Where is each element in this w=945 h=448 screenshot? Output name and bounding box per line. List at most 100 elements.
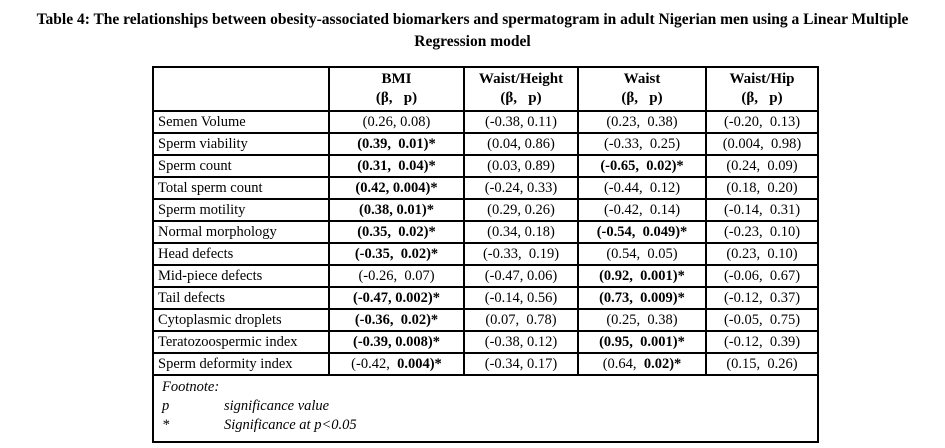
- table-caption: Table 4: The relationships between obesi…: [36, 11, 909, 51]
- row-label: Sperm motility: [152, 198, 330, 222]
- value-cell: (-0.14, 0.31): [705, 198, 819, 222]
- value-text: (-0.14, 0.31): [723, 201, 801, 218]
- table-body: Semen Volume (0.26, 0.08) (-0.38, 0.11) (0.…: [152, 110, 819, 376]
- value-cell: (0.29, 0.26): [463, 198, 579, 222]
- value-cell: (0.39, 0.01)*: [328, 132, 465, 156]
- significant-value-text: (0.39, 0.01)*: [357, 135, 436, 152]
- value-cell: (0.23, 0.38): [577, 110, 707, 134]
- row-label: Sperm viability: [152, 132, 330, 156]
- significant-value-text: (-0.36, 0.02)*: [354, 311, 439, 328]
- header-col-label: Waist/Hip: [729, 71, 795, 88]
- value-cell: (0.35, 0.02)*: [328, 220, 465, 244]
- value-cell: (-0.38, 0.11): [463, 110, 579, 134]
- value-cell: (-0.44, 0.12): [577, 176, 707, 200]
- value-text: (0.23, 0.10): [726, 245, 798, 262]
- value-cell: (-0.26, 0.07): [328, 264, 465, 288]
- value-cell: (-0.34, 0.17): [463, 352, 579, 376]
- significant-value-text: (-0.39, 0.008)*: [353, 333, 440, 350]
- header-col-sublabel: (β, p): [621, 90, 663, 106]
- value-cell: (0.92, 0.001)*: [577, 264, 707, 288]
- value-text: (-0.44, 0.12): [603, 179, 681, 196]
- value-text: (-0.42,: [351, 355, 398, 372]
- value-cell: (-0.20, 0.13): [705, 110, 819, 134]
- value-text: (-0.47, 0.06): [484, 267, 558, 284]
- row-label: Total sperm count: [152, 176, 330, 200]
- value-cell: (0.03, 0.89): [463, 154, 579, 178]
- header-col-sublabel: (β, p): [500, 90, 542, 106]
- table-row: Cytoplasmic droplets (-0.36, 0.02)* (0.07,…: [152, 308, 819, 332]
- value-cell: (0.26, 0.08): [328, 110, 465, 134]
- table-row: Sperm viability (0.39, 0.01)* (0.04, 0.86)…: [152, 132, 819, 156]
- row-label: Sperm count: [152, 154, 330, 178]
- value-text: (0.004, 0.98): [722, 135, 802, 152]
- table-row: Sperm count (0.31, 0.04)* (0.03, 0.89) (-0.…: [152, 154, 819, 178]
- significant-value-text: (0.92, 0.001)*: [599, 267, 685, 284]
- value-text: (-0.42, 0.14): [603, 201, 681, 218]
- header-col-sublabel: (β, p): [375, 90, 418, 106]
- value-cell: (-0.24, 0.33): [463, 176, 579, 200]
- footnote-symbol: *: [162, 417, 170, 434]
- value-text: (0.03, 0.89): [487, 157, 555, 174]
- regression-table: BMI (β, p) Waist/Height (β, p) Waist (β,…: [152, 66, 819, 444]
- value-text: (-0.05, 0.75): [723, 311, 801, 328]
- value-cell: (-0.42, 0.14): [577, 198, 707, 222]
- value-cell: (0.64, 0.02)*: [577, 352, 707, 376]
- value-cell: (-0.54, 0.049)*: [577, 220, 707, 244]
- footnote-cell: Footnote: p significance value * Signifi…: [152, 373, 819, 444]
- value-text: (0.15, 0.26): [726, 355, 798, 372]
- footnote-description: Significance at p<0.05: [224, 417, 357, 434]
- significant-value-text: (0.35, 0.02)*: [357, 223, 436, 240]
- significant-value-text: (-0.47, 0.002)*: [353, 289, 440, 306]
- value-text: (0.23, 0.38): [606, 113, 678, 130]
- value-text: (-0.24, 0.33): [484, 179, 558, 196]
- significant-value-text: (0.38, 0.01)*: [359, 201, 434, 218]
- value-cell: (0.04, 0.86): [463, 132, 579, 156]
- value-text: (0.24, 0.09): [726, 157, 798, 174]
- table-row: Sperm motility (0.38, 0.01)* (0.29, 0.26) (…: [152, 198, 819, 222]
- value-text: (0.07, 0.78): [485, 311, 557, 328]
- value-text: (-0.38, 0.11): [485, 113, 557, 130]
- value-cell: (0.73, 0.009)*: [577, 286, 707, 310]
- value-cell: (0.54, 0.05): [577, 242, 707, 266]
- value-text: (-0.33, 0.19): [482, 245, 560, 262]
- row-label: Sperm deformity index: [152, 352, 330, 376]
- value-cell: (-0.05, 0.75): [705, 308, 819, 332]
- row-label: Normal morphology: [152, 220, 330, 244]
- value-cell: (-0.06, 0.67): [705, 264, 819, 288]
- value-cell: (0.25, 0.38): [577, 308, 707, 332]
- significant-value-text: (0.73, 0.009)*: [599, 289, 685, 306]
- header-col-sublabel: (β, p): [741, 90, 783, 106]
- table-row: Head defects (-0.35, 0.02)* (-0.33, 0.19) (…: [152, 242, 819, 266]
- table-row: Sperm deformity index (-0.42, 0.004)* (-0.…: [152, 352, 819, 376]
- header-empty-cell: [152, 66, 330, 112]
- table-row: Total sperm count (0.42, 0.004)* (-0.24, 0…: [152, 176, 819, 200]
- value-text: (-0.06, 0.67): [723, 267, 801, 284]
- value-cell: (-0.12, 0.39): [705, 330, 819, 354]
- value-text: (0.29, 0.26): [487, 201, 555, 218]
- value-cell: (-0.23, 0.10): [705, 220, 819, 244]
- value-text: (-0.12, 0.39): [723, 333, 801, 350]
- row-label: Head defects: [152, 242, 330, 266]
- value-text: (-0.20, 0.13): [723, 113, 801, 130]
- value-cell: (0.24, 0.09): [705, 154, 819, 178]
- value-text: (-0.14, 0.56): [484, 289, 558, 306]
- value-cell: (-0.47, 0.002)*: [328, 286, 465, 310]
- value-cell: (0.42, 0.004)*: [328, 176, 465, 200]
- row-label: Semen Volume: [152, 110, 330, 134]
- value-cell: (0.18, 0.20): [705, 176, 819, 200]
- value-text: (0.25, 0.38): [606, 311, 678, 328]
- header-row: BMI (β, p) Waist/Height (β, p) Waist (β,…: [152, 66, 819, 112]
- header-col-waist-height: Waist/Height (β, p): [463, 66, 579, 112]
- value-text: (-0.26, 0.07): [358, 267, 435, 284]
- header-col-label: Waist/Height: [478, 71, 564, 88]
- footnote-row: Footnote: p significance value * Signifi…: [152, 373, 819, 444]
- value-cell: (-0.33, 0.25): [577, 132, 707, 156]
- value-cell: (0.07, 0.78): [463, 308, 579, 332]
- header-col-bmi: BMI (β, p): [328, 66, 465, 112]
- value-cell: (-0.12, 0.37): [705, 286, 819, 310]
- table-row: Semen Volume (0.26, 0.08) (-0.38, 0.11) (0.…: [152, 110, 819, 134]
- value-text: (0.64,: [602, 355, 644, 372]
- footnote-heading: Footnote:: [162, 379, 220, 395]
- significant-value-text: (0.31, 0.04)*: [357, 157, 436, 174]
